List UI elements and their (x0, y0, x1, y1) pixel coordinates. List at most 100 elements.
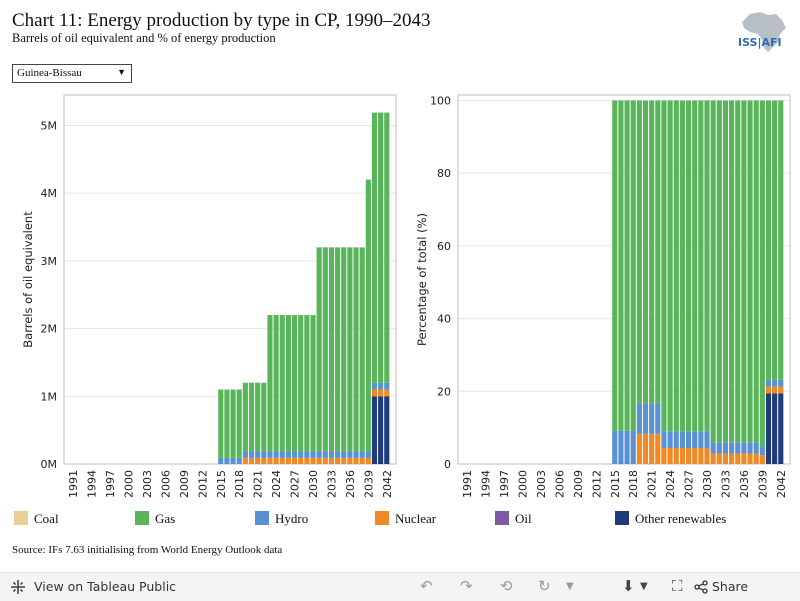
refresh-icon[interactable]: ↻ (538, 577, 551, 595)
bar-hydro-2020[interactable] (248, 451, 255, 458)
bar-nuclear-2024[interactable] (273, 457, 279, 464)
bar-gas-2026[interactable] (679, 100, 685, 432)
bar-hydro-2032[interactable] (716, 442, 722, 454)
bar-hydro-2018[interactable] (236, 457, 242, 464)
bar-gas-2033[interactable] (328, 247, 335, 452)
bar-gas-2018[interactable] (236, 389, 242, 458)
bar-nuclear-2040[interactable] (765, 386, 772, 394)
share-button[interactable]: Share (712, 579, 749, 594)
bar-other-renewables-2041[interactable] (378, 396, 384, 464)
bar-gas-2026[interactable] (285, 315, 291, 452)
bar-gas-2017[interactable] (624, 100, 630, 431)
bar-nuclear-2032[interactable] (716, 453, 722, 464)
bar-hydro-2019[interactable] (242, 451, 248, 458)
bar-gas-2024[interactable] (667, 100, 673, 432)
bar-nuclear-2027[interactable] (291, 457, 298, 464)
download-icon[interactable]: ⬇ (622, 577, 635, 595)
bar-hydro-2026[interactable] (285, 451, 291, 458)
bar-nuclear-2035[interactable] (341, 457, 347, 464)
bar-nuclear-2037[interactable] (747, 453, 753, 464)
bar-gas-2022[interactable] (655, 100, 661, 404)
bar-nuclear-2038[interactable] (359, 457, 365, 464)
redo-icon[interactable]: ↷ (460, 577, 473, 595)
bar-hydro-2033[interactable] (722, 442, 729, 454)
bar-gas-2019[interactable] (636, 100, 642, 404)
bar-hydro-2036[interactable] (347, 451, 353, 458)
bar-nuclear-2019[interactable] (242, 457, 248, 464)
bar-hydro-2023[interactable] (661, 431, 667, 449)
bar-other-renewables-2040[interactable] (765, 393, 772, 464)
bar-nuclear-2042[interactable] (384, 389, 390, 397)
bar-gas-2029[interactable] (304, 315, 310, 452)
bar-gas-2039[interactable] (759, 100, 765, 447)
bar-gas-2034[interactable] (335, 247, 341, 452)
bar-hydro-2022[interactable] (655, 403, 661, 434)
bar-gas-2017[interactable] (230, 389, 236, 458)
fullscreen-icon[interactable]: ⛶ (672, 577, 683, 595)
bar-gas-2036[interactable] (347, 247, 353, 452)
bar-nuclear-2021[interactable] (649, 433, 655, 464)
bar-other-renewables-2041[interactable] (772, 393, 778, 464)
bar-other-renewables-2040[interactable] (371, 396, 378, 464)
bar-gas-2040[interactable] (765, 100, 772, 380)
bar-gas-2035[interactable] (341, 247, 347, 452)
bar-nuclear-2031[interactable] (316, 457, 322, 464)
bar-hydro-2028[interactable] (692, 431, 698, 449)
bar-gas-2028[interactable] (298, 315, 304, 452)
bar-gas-2037[interactable] (747, 100, 753, 443)
bar-hydro-2033[interactable] (328, 451, 335, 458)
bar-nuclear-2039[interactable] (365, 457, 371, 464)
bar-gas-2023[interactable] (267, 315, 273, 452)
bar-gas-2030[interactable] (310, 315, 316, 452)
bar-nuclear-2019[interactable] (636, 433, 642, 464)
bar-nuclear-2034[interactable] (729, 453, 735, 464)
bar-hydro-2028[interactable] (298, 451, 304, 458)
bar-gas-2022[interactable] (261, 382, 267, 452)
absolute-production-chart[interactable]: 0M 1M 2M 3M 4M 5M 1991 1994 1997 2000 2003 2006 2009… (10, 88, 400, 500)
bar-hydro-2038[interactable] (359, 451, 365, 458)
bar-hydro-2035[interactable] (341, 451, 347, 458)
bar-gas-2027[interactable] (291, 315, 298, 452)
bar-hydro-2039[interactable] (759, 446, 765, 456)
bar-nuclear-2025[interactable] (279, 457, 285, 464)
refresh-dropdown-icon[interactable]: ▼ (566, 581, 574, 592)
bar-gas-2038[interactable] (753, 100, 759, 443)
legend-item-hydro[interactable]: Hydro (255, 511, 308, 527)
bar-gas-2015[interactable] (218, 389, 224, 458)
bar-nuclear-2033[interactable] (328, 457, 335, 464)
bar-gas-2041[interactable] (378, 112, 384, 383)
bar-gas-2034[interactable] (729, 100, 735, 443)
bar-nuclear-2036[interactable] (741, 453, 747, 464)
bar-gas-2039[interactable] (365, 179, 371, 452)
bar-gas-2032[interactable] (322, 247, 328, 452)
legend-item-other-renewables[interactable]: Other renewables (615, 511, 726, 527)
bar-hydro-2037[interactable] (747, 442, 753, 454)
legend-item-oil[interactable]: Oil (495, 511, 532, 527)
bar-hydro-2031[interactable] (316, 451, 322, 458)
bar-hydro-2032[interactable] (322, 451, 328, 458)
bar-gas-2030[interactable] (704, 100, 710, 432)
bar-gas-2035[interactable] (735, 100, 741, 443)
bar-hydro-2020[interactable] (642, 403, 649, 434)
percentage-production-chart[interactable]: 0 20 40 60 80 100 1991 1994 1997 2000 2003 2006 2009… (404, 88, 794, 500)
bar-nuclear-2024[interactable] (667, 448, 673, 464)
share-icon[interactable] (694, 580, 708, 594)
bar-hydro-2039[interactable] (365, 451, 371, 458)
bar-nuclear-2022[interactable] (655, 433, 661, 464)
bar-nuclear-2027[interactable] (685, 448, 692, 464)
bar-gas-2023[interactable] (661, 100, 667, 432)
bar-hydro-2017[interactable] (624, 430, 630, 464)
bar-nuclear-2020[interactable] (248, 457, 255, 464)
bar-nuclear-2038[interactable] (753, 453, 759, 464)
bar-gas-2040[interactable] (371, 112, 378, 383)
bar-nuclear-2029[interactable] (304, 457, 310, 464)
bar-hydro-2019[interactable] (636, 403, 642, 434)
bar-hydro-2021[interactable] (649, 403, 655, 434)
bar-gas-2019[interactable] (242, 382, 248, 452)
bar-gas-2032[interactable] (716, 100, 722, 443)
bar-hydro-2027[interactable] (685, 431, 692, 449)
bar-nuclear-2032[interactable] (322, 457, 328, 464)
bar-hydro-2016[interactable] (618, 430, 624, 464)
bar-nuclear-2033[interactable] (722, 453, 729, 464)
bar-nuclear-2037[interactable] (353, 457, 359, 464)
